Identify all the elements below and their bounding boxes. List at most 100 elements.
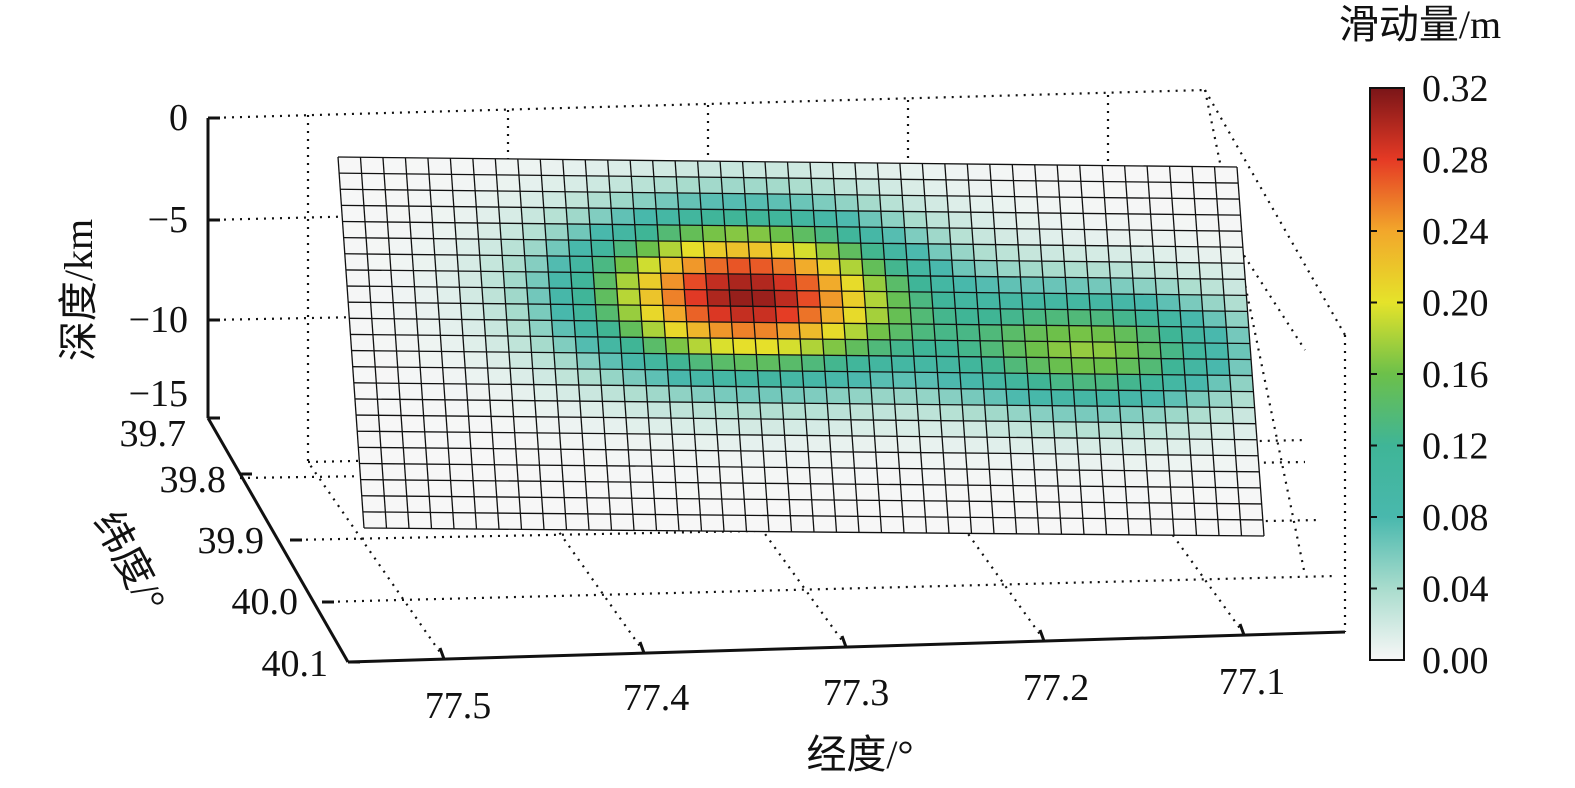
fault-cell — [587, 192, 612, 209]
fault-cell — [909, 291, 933, 309]
fault-cell — [574, 320, 598, 337]
fault-cell — [485, 335, 509, 353]
fault-cell — [651, 466, 676, 483]
fault-cell — [563, 481, 587, 498]
fault-cell — [879, 500, 903, 517]
fault-cell — [469, 432, 494, 449]
fault-cell — [963, 420, 987, 438]
fault-cell — [536, 416, 560, 434]
fault-cell — [916, 388, 940, 405]
fault-cell — [562, 159, 587, 176]
fault-cell — [1174, 230, 1198, 247]
fault-cell — [1193, 487, 1217, 504]
fault-cell — [799, 322, 823, 340]
fault-cell — [878, 484, 902, 501]
fault-cell — [577, 368, 602, 386]
fault-cell — [503, 271, 527, 288]
fault-cell — [1225, 311, 1249, 328]
fault-cell — [1094, 374, 1119, 391]
fault-cell — [672, 434, 696, 451]
fault-cell — [584, 465, 609, 482]
fault-cell — [501, 239, 525, 256]
fault-cell — [648, 417, 673, 435]
fault-cell — [1113, 326, 1138, 343]
fault-cell — [946, 501, 971, 518]
fault-cell — [1105, 518, 1129, 535]
fault-cell — [507, 336, 532, 353]
fault-cell — [1150, 214, 1175, 231]
fault-cell — [467, 400, 491, 417]
fault-cell — [744, 193, 769, 210]
fault-cell — [719, 466, 744, 484]
fault-cell — [586, 497, 611, 515]
fault-grid-line — [339, 172, 1239, 184]
fault-cell — [923, 179, 948, 196]
colorbar-tick-label: 0.00 — [1422, 640, 1489, 682]
fault-grid-line — [989, 164, 1018, 534]
fault-cell — [362, 189, 387, 206]
fault-cell — [1143, 422, 1167, 439]
fault-cell — [927, 227, 951, 245]
fault-cell — [807, 435, 831, 452]
fault-cell — [385, 189, 409, 207]
fault-cell — [1015, 212, 1040, 229]
fault-cell — [401, 415, 425, 432]
fault-cell — [1019, 260, 1043, 278]
fault-cell — [1027, 373, 1051, 390]
fault-cell — [833, 178, 858, 195]
fault-cell — [654, 192, 679, 209]
fault-cell — [1037, 196, 1061, 214]
fault-cell — [866, 323, 891, 340]
colorbar-tick-label: 0.20 — [1422, 283, 1489, 325]
fault-cell — [656, 208, 680, 226]
fault-cell — [804, 403, 829, 420]
fault-cell — [581, 417, 605, 434]
fault-cell — [639, 289, 663, 306]
fault-cell — [1020, 277, 1044, 294]
fault-cell — [601, 385, 625, 402]
fault-cell — [1131, 262, 1156, 279]
fault-cell — [707, 305, 732, 323]
fault-cell — [1239, 503, 1263, 520]
fault-cell — [687, 337, 712, 355]
fault-cell — [491, 416, 515, 433]
fault-cell — [486, 351, 511, 369]
fault-cell — [871, 387, 895, 405]
fault-cell — [1226, 327, 1250, 344]
fault-cell — [408, 206, 433, 223]
fault-cell — [895, 420, 920, 437]
fault-cell — [1101, 470, 1126, 487]
fault-cell — [1144, 438, 1169, 455]
fault-cell — [1103, 181, 1127, 198]
fault-grid-line — [360, 478, 1261, 489]
fault-cell — [1116, 358, 1140, 375]
fault-cell — [551, 320, 576, 337]
fault-cell — [385, 512, 409, 529]
fault-grid-line — [404, 157, 433, 529]
fault-cell — [1009, 437, 1034, 454]
fault-cell — [1086, 261, 1111, 278]
fault-cell — [721, 499, 746, 516]
fault-cell — [793, 242, 817, 259]
fault-cell — [840, 275, 865, 292]
fault-cell — [899, 468, 923, 485]
latitude-tick-label: 39.8 — [160, 459, 227, 501]
fault-cell — [751, 290, 776, 307]
fault-cell — [628, 449, 652, 467]
fault-cell — [844, 323, 868, 340]
fault-cell — [1203, 327, 1228, 344]
fault-cell — [598, 353, 623, 370]
fault-cell — [795, 274, 820, 291]
fault-cell — [358, 447, 382, 464]
fault-cell — [1170, 487, 1195, 504]
fault-cell — [867, 339, 892, 356]
fault-cell — [492, 432, 516, 449]
fault-cell — [523, 239, 548, 256]
fault-cell — [631, 176, 655, 193]
fault-cell — [921, 468, 946, 485]
fault-cell — [624, 401, 649, 418]
fault-cell — [949, 228, 974, 245]
fault-cell — [374, 350, 398, 368]
fault-cell — [811, 178, 835, 195]
fault-cell — [737, 402, 761, 419]
